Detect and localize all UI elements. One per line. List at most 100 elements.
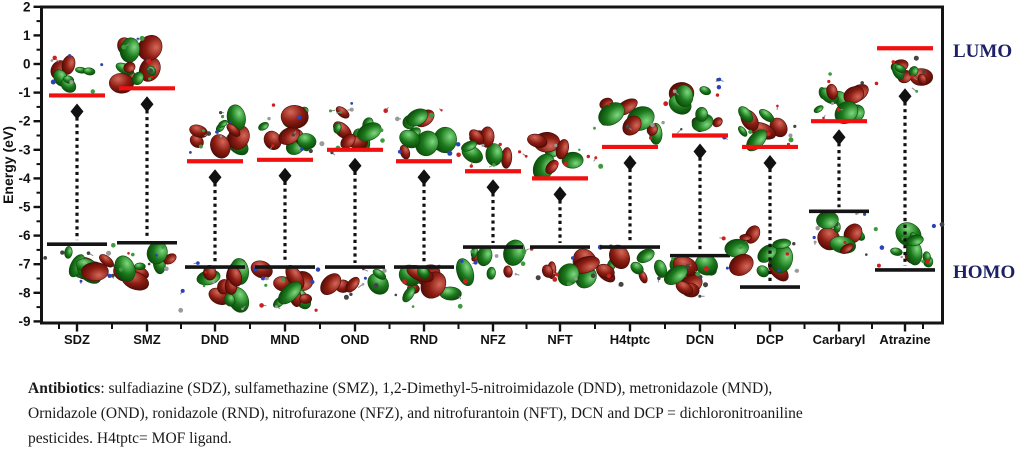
- orbital-lobe: [555, 139, 570, 160]
- orbital-lobe: [399, 129, 421, 149]
- molecule-atom: [469, 164, 473, 168]
- molecule-atom: [748, 129, 753, 134]
- molecule-atom: [650, 122, 655, 128]
- orbital-lobe: [83, 67, 96, 76]
- molecule-atom: [411, 305, 415, 308]
- molecule-atom: [154, 253, 158, 257]
- molecule-atom: [593, 126, 596, 130]
- molecule-atom: [574, 277, 578, 281]
- molecule-atom: [206, 131, 212, 136]
- molecule-atom: [52, 55, 57, 60]
- gap-arrow-head: [348, 157, 362, 174]
- molecule-atom: [394, 293, 398, 297]
- molecule-atom: [100, 63, 104, 67]
- orbital-isosurface-image: [663, 254, 718, 298]
- molecule-atom: [131, 252, 135, 257]
- gap-arrow-head: [623, 154, 637, 171]
- molecule-atom: [147, 262, 151, 266]
- molecule-atom: [915, 90, 919, 93]
- orbital-lobe: [210, 134, 231, 159]
- orbital-lobe: [218, 119, 228, 128]
- tick-label: DCP: [756, 332, 784, 347]
- molecule-atom: [300, 147, 304, 151]
- molecule-atom: [715, 93, 720, 97]
- energy-diagram: 2 1 0 -1 -2 -3 -4 -5 -6 -7 -8 -9 SDZ SMZ DND MND OND RND N…: [0, 0, 1015, 347]
- molecule-atom: [481, 143, 485, 147]
- molecule-atom: [698, 294, 702, 298]
- molecule-atom: [110, 273, 115, 278]
- molecule-atom: [470, 249, 475, 254]
- molecule-atom: [835, 223, 839, 227]
- molecule-atom: [402, 279, 407, 285]
- molecule-atom: [86, 251, 91, 255]
- molecule-atom: [150, 75, 154, 79]
- molecule-atom: [164, 266, 169, 272]
- molecule-atom: [913, 55, 919, 61]
- molecule-atom: [90, 89, 96, 94]
- orbital-lobe: [333, 122, 342, 134]
- molecule-atom: [271, 103, 276, 107]
- molecule-atom: [296, 115, 302, 120]
- orbital-lobe: [636, 248, 655, 264]
- molecule-atom: [460, 259, 464, 263]
- molecule-DCN: [663, 77, 730, 298]
- molecule-atom: [264, 276, 269, 281]
- molecule-atom: [855, 212, 858, 216]
- orbital-lobe: [278, 281, 302, 305]
- molecule-atom: [291, 133, 295, 137]
- molecule-atom: [863, 212, 867, 216]
- molecule-atom: [717, 77, 722, 82]
- orbital-lobe: [527, 133, 548, 148]
- molecule-atom: [554, 143, 558, 147]
- orbital-lobe: [598, 102, 625, 126]
- molecule-atom: [379, 128, 384, 133]
- molecule-OND: [315, 102, 389, 300]
- molecule-atom: [822, 116, 825, 120]
- orbital-lobe: [402, 286, 416, 303]
- molecule-atom: [716, 85, 722, 90]
- molecule-atom: [127, 252, 130, 255]
- tick-label: -7: [18, 257, 30, 272]
- orbital-isosurface-image: [813, 72, 869, 125]
- molecule-atom: [535, 275, 541, 281]
- orbital-lobe: [813, 105, 824, 113]
- molecule-NFT: [521, 131, 604, 289]
- orbital-lobe: [123, 61, 136, 73]
- molecule-atom: [618, 281, 624, 287]
- orbital-lobe: [738, 106, 754, 123]
- orbital-lobe: [826, 83, 838, 100]
- molecule-SDZ: [43, 54, 118, 284]
- molecule-atom: [339, 110, 343, 114]
- tick-label: H4tptc: [610, 332, 650, 347]
- molecule-MND: [250, 103, 325, 312]
- homo-right-label: HOMO: [953, 262, 1015, 283]
- molecule-atom: [50, 79, 56, 85]
- molecule-atom: [792, 242, 796, 246]
- molecule-atom: [69, 80, 74, 85]
- orbital-lobe: [699, 86, 711, 96]
- molecule-atom: [308, 148, 313, 154]
- molecule-atom: [492, 163, 496, 167]
- molecule-atom: [554, 272, 559, 277]
- tick-label: OND: [341, 332, 370, 347]
- orbital-lobe: [738, 126, 748, 137]
- molecule-atom: [106, 250, 112, 256]
- molecule-atom: [590, 273, 596, 279]
- molecule-atom: [788, 133, 793, 138]
- molecule-atom: [180, 288, 185, 293]
- tick-label: DCN: [686, 332, 714, 347]
- molecule-atom: [350, 102, 354, 105]
- molecule-atom: [900, 255, 903, 259]
- molecule-atom: [672, 89, 677, 94]
- orbital-lobe: [278, 126, 301, 145]
- molecule-atom: [578, 148, 581, 151]
- molecule-atom: [463, 278, 469, 284]
- molecule-atom: [793, 124, 797, 128]
- orbital-lobe: [226, 123, 241, 137]
- molecule-atom: [229, 121, 232, 124]
- molecule-atom: [212, 280, 216, 284]
- orbital-lobe: [137, 35, 163, 61]
- molecule-atom: [661, 120, 665, 125]
- molecule-atom: [440, 109, 443, 112]
- tick-label: DND: [201, 332, 229, 347]
